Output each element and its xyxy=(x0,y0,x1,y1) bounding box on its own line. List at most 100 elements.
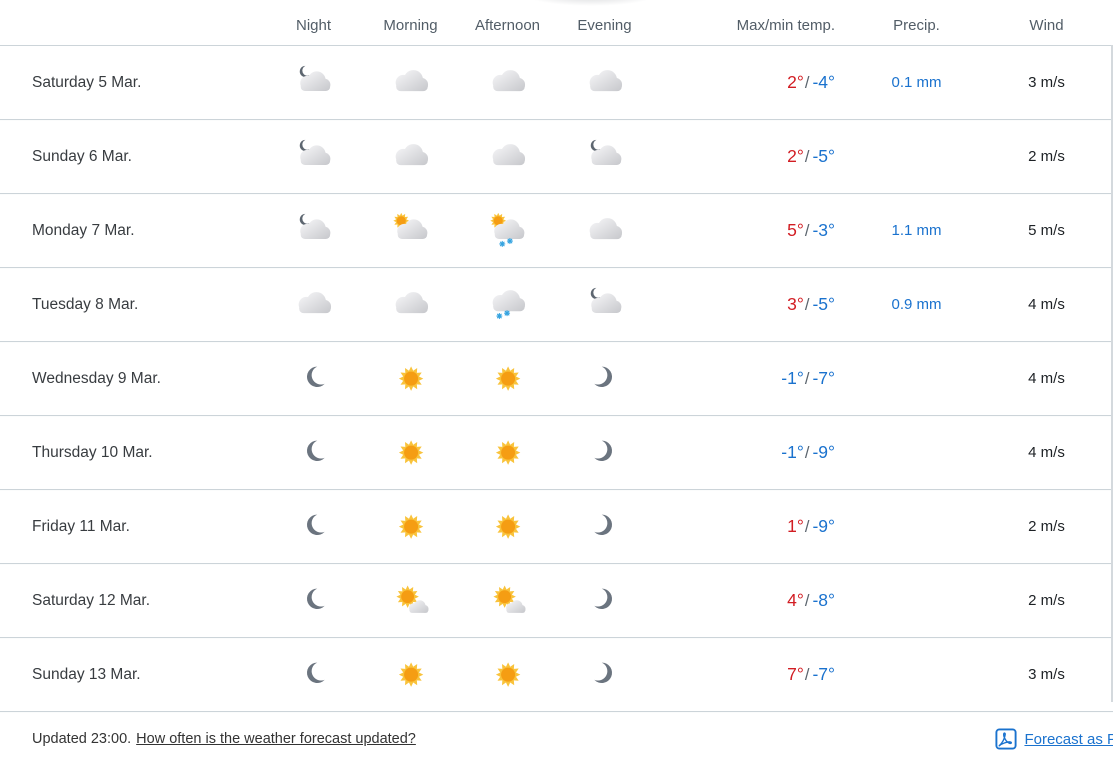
sun-icon xyxy=(459,509,556,545)
cloud-snow-icon xyxy=(459,287,556,323)
min-temp: -5° xyxy=(812,294,835,314)
min-temp: -4° xyxy=(812,72,835,92)
wind-value: 2 m/s xyxy=(1028,592,1065,609)
day-label: Friday 11 Mar. xyxy=(32,517,130,535)
moon-flip-icon xyxy=(556,657,653,693)
moon-flip-icon xyxy=(556,435,653,471)
header-day xyxy=(0,20,265,26)
wind-value: 5 m/s xyxy=(1028,222,1065,239)
max-min-temp: 3°/-5° xyxy=(653,294,853,315)
temp-separator: / xyxy=(804,74,810,92)
min-temp: -5° xyxy=(812,146,835,166)
cloud-icon xyxy=(459,65,556,101)
moon-cloud-icon xyxy=(556,139,653,175)
tooltip-remnant xyxy=(495,0,687,11)
moon-icon xyxy=(265,435,362,471)
temp-separator: / xyxy=(804,518,810,536)
precip-value: 0.1 mm xyxy=(891,74,942,91)
max-min-temp: 7°/-7° xyxy=(653,664,853,685)
sun-icon xyxy=(459,435,556,471)
header-precip: Precip. xyxy=(893,17,940,34)
moon-cloud-icon xyxy=(265,65,362,101)
sun-cloud-snow-icon xyxy=(459,212,556,249)
sun-icon xyxy=(362,509,459,545)
max-min-temp: 5°/-3° xyxy=(653,220,853,241)
temp-separator: / xyxy=(804,666,810,684)
min-temp: -3° xyxy=(812,220,835,240)
max-temp: 2° xyxy=(787,72,804,92)
forecast-table-body: Saturday 5 Mar. 2°/-4° 0.1 mm 3 m/s Sunday 6… xyxy=(0,46,1113,712)
header-wind: Wind xyxy=(1029,17,1064,34)
min-temp: -9° xyxy=(812,442,835,462)
wind-value: 3 m/s xyxy=(1028,74,1065,91)
update-info-link[interactable]: How often is the weather forecast update… xyxy=(136,731,416,747)
header-morning: Morning xyxy=(383,17,438,34)
max-temp: 4° xyxy=(787,590,804,610)
temp-separator: / xyxy=(804,148,810,166)
wind-value: 4 m/s xyxy=(1028,444,1065,461)
temp-separator: / xyxy=(804,370,810,388)
table-row: Sunday 6 Mar. 2°/-5° 2 m/s xyxy=(0,120,1113,194)
moon-cloud-icon xyxy=(265,213,362,249)
temp-separator: / xyxy=(804,296,810,314)
table-header-row: Night Morning Afternoon Evening Max/min … xyxy=(0,0,1113,46)
cloud-icon xyxy=(556,65,653,101)
forecast-pdf-link[interactable]: Forecast as P xyxy=(1024,730,1113,748)
table-footer: Updated 23:00. How often is the weather f… xyxy=(0,712,1113,750)
min-temp: -7° xyxy=(812,368,835,388)
pdf-icon xyxy=(995,728,1018,750)
moon-cloud-icon xyxy=(556,287,653,323)
moon-icon xyxy=(265,509,362,545)
max-min-temp: -1°/-7° xyxy=(653,368,853,389)
moon-icon xyxy=(265,583,362,619)
max-temp: 7° xyxy=(787,664,804,684)
moon-icon xyxy=(265,657,362,693)
max-temp: 5° xyxy=(787,220,804,240)
sun-cloud-icon xyxy=(362,212,459,249)
temp-separator: / xyxy=(804,592,810,610)
table-row: Monday 7 Mar. 5°/-3° 1.1 mm 5 m/s xyxy=(0,194,1113,268)
header-evening: Evening xyxy=(577,17,632,34)
wind-value: 4 m/s xyxy=(1028,296,1065,313)
precip-value: 0.9 mm xyxy=(891,296,942,313)
max-temp: 1° xyxy=(787,516,804,536)
day-label: Wednesday 9 Mar. xyxy=(32,369,161,387)
max-min-temp: 2°/-4° xyxy=(653,72,853,93)
day-label: Saturday 5 Mar. xyxy=(32,73,142,91)
min-temp: -9° xyxy=(812,516,835,536)
max-temp: 2° xyxy=(787,146,804,166)
table-row: Saturday 5 Mar. 2°/-4° 0.1 mm 3 m/s xyxy=(0,46,1113,120)
table-row: Sunday 13 Mar. 7°/-7° 3 m/s xyxy=(0,638,1113,712)
max-temp: 3° xyxy=(787,294,804,314)
table-row: Tuesday 8 Mar. 3°/-5° 0.9 mm 4 m/s xyxy=(0,268,1113,342)
sun-small-cloud-icon xyxy=(362,583,459,619)
sun-icon xyxy=(362,657,459,693)
day-label: Tuesday 8 Mar. xyxy=(32,295,139,313)
max-temp: -1° xyxy=(781,442,804,462)
max-min-temp: -1°/-9° xyxy=(653,442,853,463)
moon-flip-icon xyxy=(556,583,653,619)
table-row: Friday 11 Mar. 1°/-9° 2 m/s xyxy=(0,490,1113,564)
day-label: Thursday 10 Mar. xyxy=(32,443,153,461)
header-night: Night xyxy=(295,17,332,34)
sun-icon xyxy=(459,361,556,397)
updated-status: Updated 23:00. How often is the weather f… xyxy=(32,731,416,747)
forecast-pdf[interactable]: Forecast as P xyxy=(995,728,1113,750)
temp-separator: / xyxy=(804,444,810,462)
sun-icon xyxy=(362,435,459,471)
temp-separator: / xyxy=(804,222,810,240)
wind-value: 4 m/s xyxy=(1028,370,1065,387)
sun-icon xyxy=(362,361,459,397)
min-temp: -8° xyxy=(812,590,835,610)
cloud-icon xyxy=(362,287,459,323)
precip-value: 1.1 mm xyxy=(891,222,942,239)
wind-value: 3 m/s xyxy=(1028,666,1065,683)
cloud-icon xyxy=(362,139,459,175)
day-label: Sunday 13 Mar. xyxy=(32,665,141,683)
wind-value: 2 m/s xyxy=(1028,148,1065,165)
sun-small-cloud-icon xyxy=(459,583,556,619)
max-min-temp: 1°/-9° xyxy=(653,516,853,537)
wind-value: 2 m/s xyxy=(1028,518,1065,535)
cloud-icon xyxy=(459,139,556,175)
